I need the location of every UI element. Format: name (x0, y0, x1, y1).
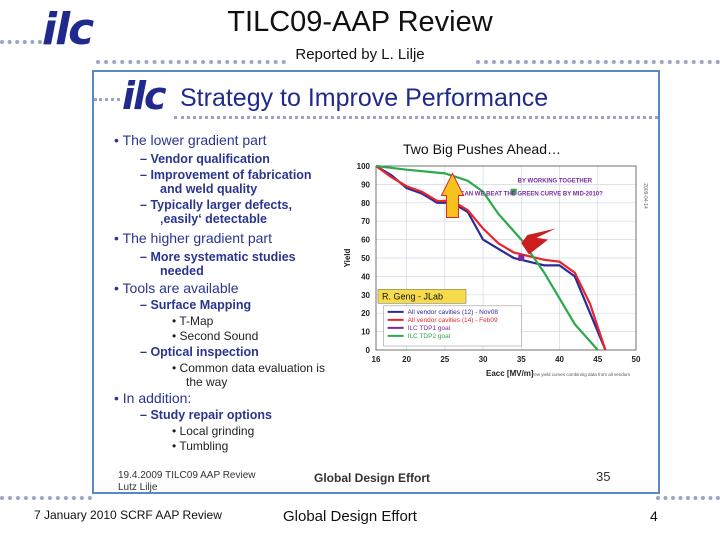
item-text: Local grinding (179, 424, 255, 438)
item-common-data: • Common data evaluation is (172, 361, 325, 375)
y-tick-label: 50 (361, 254, 370, 263)
x-tick-label: 25 (440, 355, 449, 364)
series-marker-2 (518, 255, 525, 261)
annotation-line-2: CAN WE BEAT THE GREEN CURVE BY MID-2010? (460, 191, 603, 197)
inset-dots-left (94, 98, 120, 101)
goal-marker-tdp2 (510, 188, 517, 195)
sub-text: Typically larger defects, (150, 198, 292, 212)
plot-frame (375, 165, 637, 351)
inset-dots-title (174, 116, 658, 119)
bullet-in-addition: • In addition: (114, 390, 192, 406)
bullet-tools: • Tools are available (114, 280, 239, 296)
dotted-rule-top-right (476, 60, 720, 64)
item-text: T-Map (179, 314, 214, 328)
inset-footer-date: 19.4.2009 TILC09 AAP Review (118, 470, 256, 481)
bullet-text: In addition: (122, 390, 192, 406)
x-axis-label: Eacc [MV/m] (486, 369, 534, 378)
x-tick-label: 20 (402, 355, 411, 364)
sub-text: Surface Mapping (150, 298, 252, 312)
item-tmap: • T-Map (172, 314, 214, 328)
yellow-arrow-icon (440, 172, 465, 219)
sub-larger-defects-cont: ‚easily‘ detectable (160, 212, 268, 226)
slide-subtitle: Reported by L. Lilje (295, 46, 425, 63)
chart-side-label: 2009-04-14 (642, 183, 648, 209)
legend-box (383, 305, 522, 347)
slide-footer-center: Global Design Effort (283, 508, 417, 525)
bullet-text: The lower gradient part (122, 132, 267, 148)
ilc-logo: ilc (42, 4, 94, 55)
x-tick-label: 40 (555, 355, 564, 364)
credit-text: R. Geng - JLab (382, 291, 443, 301)
series-line-1 (375, 165, 607, 351)
dotted-rule-bottom-right (656, 496, 720, 500)
x-tick-label: 30 (479, 355, 488, 364)
slide-footer-left: 7 January 2010 SCRF AAP Review (34, 508, 222, 522)
sub-systematic-studies: – More systematic studies (140, 250, 296, 264)
dotted-rule-top-left (96, 60, 286, 64)
sub-text: Study repair options (150, 408, 272, 422)
sub-improvement-cont: and weld quality (160, 182, 258, 196)
inset-footer-page: 35 (596, 469, 611, 484)
chart-footnote: Few yield curves combining data from all… (531, 372, 630, 377)
series-line-3 (375, 164, 599, 351)
y-tick-label: 20 (361, 309, 370, 318)
item-second-sound: • Second Sound (172, 329, 259, 343)
item-text: Common data evaluation is (179, 361, 325, 375)
inset-footer-center: Global Design Effort (314, 471, 431, 485)
inset-ilc-logo: ilc (122, 74, 167, 118)
chart-title: Two Big Pushes Ahead… (403, 141, 561, 157)
red-arrow-icon (521, 228, 556, 255)
sub-study-repair: – Study repair options (140, 408, 272, 422)
x-tick-label: 35 (517, 355, 526, 364)
item-local-grinding: • Local grinding (172, 424, 255, 438)
sub-text: More systematic studies (150, 250, 296, 264)
bullet-lower-gradient: • The lower gradient part (114, 132, 267, 148)
sub-text: Optical inspection (150, 345, 259, 359)
y-tick-label: 90 (361, 180, 370, 189)
bullet-higher-gradient: • The higher gradient part (114, 230, 272, 246)
y-tick-label: 0 (366, 346, 371, 355)
legend-label-3: ILC TDP2 goal (408, 333, 451, 340)
inset-footer-name: Lutz Lilje (118, 482, 158, 493)
y-tick-label: 70 (361, 217, 370, 226)
sub-text: Vendor qualification (150, 152, 270, 166)
credit-box (377, 289, 467, 304)
x-tick-label: 45 (593, 355, 602, 364)
sub-text: Improvement of fabrication (150, 168, 312, 182)
y-tick-label: 100 (357, 162, 371, 171)
dotted-rule-bottom-left (0, 496, 92, 500)
annotation-line-1: BY WORKING TOGETHER (518, 179, 593, 185)
yield-chart: Two Big Pushes Ahead… 0 10 20 30 40 50 60 70 80 90… (332, 132, 650, 382)
y-tick-label: 60 (361, 236, 370, 245)
y-tick-label: 10 (361, 328, 370, 337)
y-tick-label: 40 (361, 272, 370, 281)
sub-surface-mapping: – Surface Mapping (140, 298, 252, 312)
y-tick-label: 30 (361, 291, 370, 300)
series-line-0 (375, 165, 607, 351)
bullet-text: Tools are available (122, 280, 239, 296)
sub-larger-defects: – Typically larger defects, (140, 198, 292, 212)
inset-title: Strategy to Improve Performance (180, 84, 549, 112)
legend-label-2: ILC TDP1 goal (408, 325, 451, 332)
legend-label-1: All vendor cavities (14) - Feb09 (408, 317, 498, 324)
item-common-data-cont: the way (186, 375, 228, 389)
embedded-slide: ilc Strategy to Improve Performance • Th… (92, 70, 660, 494)
sub-vendor-qualification: – Vendor qualification (140, 152, 270, 166)
slide-page-number: 4 (650, 508, 658, 524)
sub-optical-inspection: – Optical inspection (140, 345, 259, 359)
y-tick-label: 80 (361, 199, 370, 208)
yield-chart-svg: Two Big Pushes Ahead… 0 10 20 30 40 50 60 70 80 90… (343, 141, 648, 378)
x-tick-label: 50 (632, 355, 641, 364)
sub-systematic-cont: needed (160, 264, 204, 278)
legend-label-0: All vendor cavities (12) - Nov08 (408, 309, 499, 316)
item-tumbling: • Tumbling (172, 439, 229, 453)
x-tick-label: 16 (372, 355, 381, 364)
bullet-text: The higher gradient part (122, 230, 272, 246)
item-text: Tumbling (179, 439, 229, 453)
item-text: Second Sound (179, 329, 259, 343)
slide-title: TILC09-AAP Review (227, 6, 493, 38)
sub-improvement: – Improvement of fabrication (140, 168, 312, 182)
dotted-rule-left (0, 40, 42, 44)
y-axis-label: Yield (343, 248, 352, 267)
